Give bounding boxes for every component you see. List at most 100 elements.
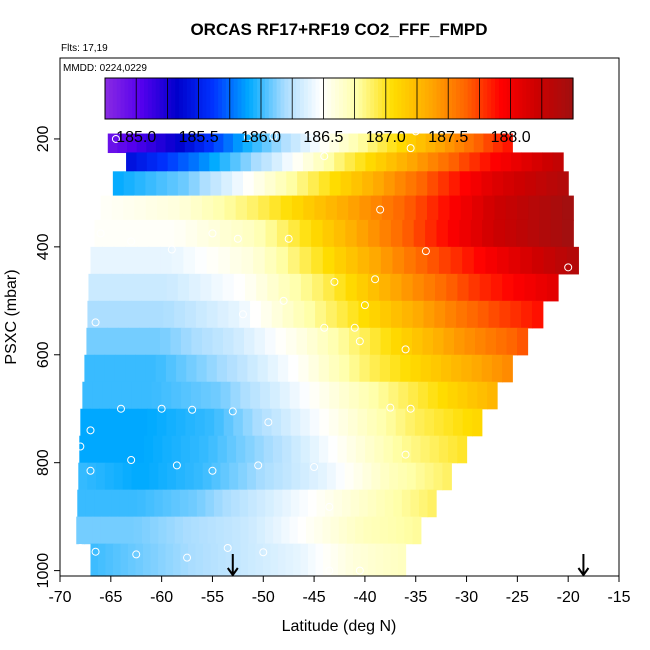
heatmap-cell [369,354,381,383]
heatmap-cell [185,219,198,248]
heatmap-cell [287,246,301,275]
heatmap-cell [199,516,209,545]
heatmap-cell [88,273,101,302]
heatmap-cell [323,273,336,302]
heatmap-cell [420,435,431,464]
heatmap-cell [328,408,340,437]
heatmap-cell [414,408,426,437]
heatmap-cell [493,219,506,248]
heatmap-cell [79,435,90,464]
heatmap-cell [402,219,415,248]
colorbar-cell [483,78,488,119]
colorbar-cell [378,78,383,119]
colorbar-cell [319,78,324,119]
heatmap-cell [179,489,189,518]
heatmap-cell [135,354,147,383]
heatmap-cell [141,381,153,410]
sample-point [254,461,263,470]
heatmap-cell [167,462,177,491]
heatmap-cell [241,246,254,275]
heatmap-cell [255,543,264,577]
heatmap-cell [90,246,103,275]
heatmap-cell [150,543,159,577]
heatmap-cell [243,327,256,356]
heatmap-cell [229,462,239,491]
heatmap-cell [155,354,167,383]
sample-point [279,296,288,305]
heatmap-cell [245,435,256,464]
heatmap-cell [323,152,335,172]
heatmap-cell [546,273,559,302]
heatmap-cell [184,133,196,154]
heatmap [76,133,579,577]
heatmap-cell [242,133,253,154]
heatmap-cell [125,246,138,275]
heatmap-cell [188,152,200,172]
heatmap-cell [78,462,88,491]
heatmap-cell [493,133,504,154]
colorbar-cell [346,78,352,119]
heatmap-cell [89,408,101,437]
heatmap-cell [238,462,248,491]
sample-point [360,301,369,310]
heatmap-cell [141,300,154,329]
heatmap-cell [271,152,283,172]
sample-point [305,129,314,138]
heatmap-cell [307,489,318,518]
heatmap-cell [424,408,435,437]
heatmap-cell [271,133,282,154]
heatmap-cell [281,133,292,154]
heatmap-cell [365,435,375,464]
heatmap-cell [288,354,299,383]
heatmap-cell [166,516,176,545]
heatmap-cell [336,300,349,329]
heatmap-cell [335,462,346,491]
heatmap-cell [125,354,136,383]
colorbar-cell [140,78,145,119]
heatmap-cell [442,462,452,491]
heatmap-cell [136,152,148,172]
heatmap-cell [496,327,508,356]
heatmap-cell [180,435,191,464]
colorbar-cell [561,78,566,119]
heatmap-cell [427,152,439,172]
heatmap-cell [148,246,161,275]
heatmap-cell [380,462,390,491]
heatmap-cell [189,273,201,302]
heatmap-cell [379,219,392,248]
heatmap-cell [457,273,470,302]
heatmap-cell [550,219,563,248]
colorbar-cell [417,78,422,119]
heatmap-cell [328,354,340,383]
heatmap-cell [272,435,283,464]
heatmap-cell [490,152,502,172]
heatmap-cell [76,516,86,545]
heatmap-cell [200,273,213,302]
heatmap-cell [190,195,203,221]
heatmap-cell [367,133,379,154]
colorbar-cell [448,78,453,119]
heatmap-cell [183,246,196,275]
heatmap-cell [412,516,422,545]
colorbar-cell [342,78,348,119]
heatmap-cell [300,273,313,302]
heatmap-cell [165,354,177,383]
heatmap-cell [437,381,449,410]
sample-point [355,337,364,346]
heatmap-cell [214,408,225,437]
sample-point [208,466,217,475]
heatmap-cell [310,133,321,154]
heatmap-cell [195,300,208,329]
heatmap-cell [239,300,251,329]
heatmap-cell [275,327,287,356]
colorbar-frame [104,77,574,120]
heatmap-cell [119,300,132,329]
heatmap-cell [177,273,190,302]
heatmap-cell [289,516,299,545]
heatmap-cell [328,435,339,464]
colorbar-cell [300,78,305,119]
heatmap-cell [163,300,175,329]
heatmap-cell [326,462,337,491]
colorbar-cell [565,78,570,119]
heatmap-cell [270,543,279,577]
